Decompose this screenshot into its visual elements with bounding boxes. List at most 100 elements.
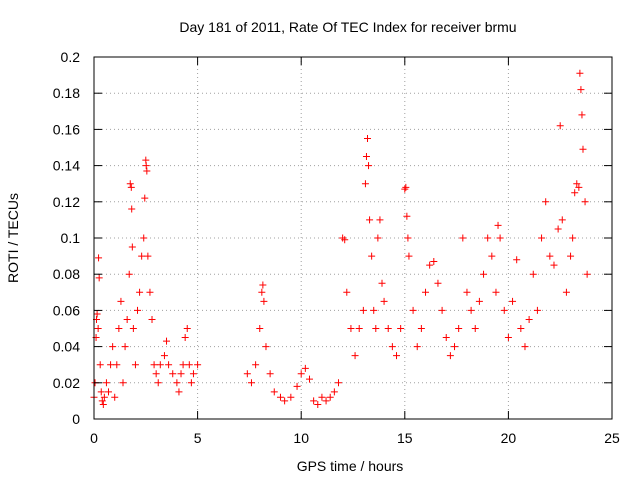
data-point [140, 234, 148, 242]
data-point [364, 134, 372, 142]
data-point [252, 361, 260, 369]
x-tick-label: 0 [90, 430, 98, 446]
data-point [422, 288, 430, 296]
y-axis-label: ROTI / TECUs [5, 193, 21, 283]
data-point [579, 145, 587, 153]
data-point [138, 252, 146, 260]
data-point [305, 375, 313, 383]
data-point [142, 162, 150, 170]
data-point [372, 325, 380, 332]
data-point [314, 401, 322, 409]
data-point [578, 111, 586, 119]
data-point [123, 315, 131, 323]
data-point [365, 162, 373, 170]
data-point [93, 310, 101, 318]
data-point [362, 153, 370, 161]
y-tick-label: 0.08 [53, 266, 80, 282]
y-tick-label: 0 [72, 411, 80, 427]
data-point [500, 306, 508, 314]
y-tick-label: 0.16 [53, 121, 80, 137]
data-point [281, 397, 289, 405]
data-point [442, 334, 450, 342]
data-point [413, 343, 421, 351]
data-point [128, 243, 136, 251]
data-point [525, 315, 533, 323]
data-point [287, 393, 295, 401]
x-axis-ticks: 0 5 10 15 20 25 [90, 57, 620, 446]
data-point [105, 388, 113, 396]
data-point [581, 198, 589, 206]
data-point [403, 212, 411, 220]
data-point [471, 325, 479, 332]
data-point [434, 279, 442, 287]
data-point [355, 325, 363, 332]
data-point [509, 297, 517, 305]
data-point [136, 288, 144, 296]
data-point [322, 397, 330, 405]
data-point [144, 252, 152, 260]
data-point [402, 183, 410, 191]
data-point [347, 325, 355, 332]
data-point [127, 183, 135, 191]
data-point [297, 370, 305, 378]
data-point [183, 325, 191, 332]
data-point [494, 221, 502, 229]
data-point [361, 180, 369, 188]
data-point [326, 393, 334, 401]
x-tick-label: 5 [194, 430, 202, 446]
data-point [109, 343, 117, 351]
data-point [148, 315, 156, 323]
data-point [95, 274, 103, 282]
data-point [378, 279, 386, 287]
data-point [475, 297, 483, 305]
data-point [117, 297, 125, 305]
data-point [571, 189, 579, 197]
data-point [351, 352, 359, 360]
y-tick-label: 0.04 [53, 339, 80, 355]
data-point [575, 183, 583, 191]
data-point [169, 370, 177, 378]
data-point [134, 306, 142, 314]
data-point [95, 254, 103, 262]
data-point [569, 234, 577, 242]
data-point [185, 361, 193, 369]
data-point [426, 261, 434, 269]
data-point [97, 388, 105, 396]
data-point [577, 86, 585, 94]
data-point [179, 361, 187, 369]
data-point [113, 361, 121, 369]
data-point [370, 306, 378, 314]
data-point [393, 352, 401, 360]
data-point [480, 270, 488, 278]
data-point [496, 234, 504, 242]
y-tick-label: 0.18 [53, 85, 80, 101]
data-point [259, 281, 267, 289]
data-point [131, 361, 139, 369]
y-tick-label: 0.12 [53, 194, 80, 210]
data-point [293, 382, 301, 390]
data-point [538, 234, 546, 242]
data-point [492, 288, 500, 296]
y-tick-label: 0.1 [61, 230, 81, 246]
data-point [194, 361, 202, 369]
data-point [100, 393, 108, 401]
data-point [446, 352, 454, 360]
data-point [380, 297, 388, 305]
data-point [115, 325, 123, 332]
data-point [266, 370, 274, 378]
data-point [270, 388, 278, 396]
data-point [187, 379, 195, 387]
data-point [463, 288, 471, 296]
data-point [401, 185, 409, 193]
data-point [430, 258, 438, 266]
data-point [368, 252, 376, 260]
x-axis-label: GPS time / hours [297, 458, 404, 474]
data-point [177, 370, 185, 378]
data-point [533, 306, 541, 314]
data-point [366, 216, 374, 224]
data-point [455, 325, 463, 332]
data-point [376, 216, 384, 224]
data-point [504, 334, 512, 342]
data-point [152, 370, 160, 378]
data-point [247, 379, 255, 387]
